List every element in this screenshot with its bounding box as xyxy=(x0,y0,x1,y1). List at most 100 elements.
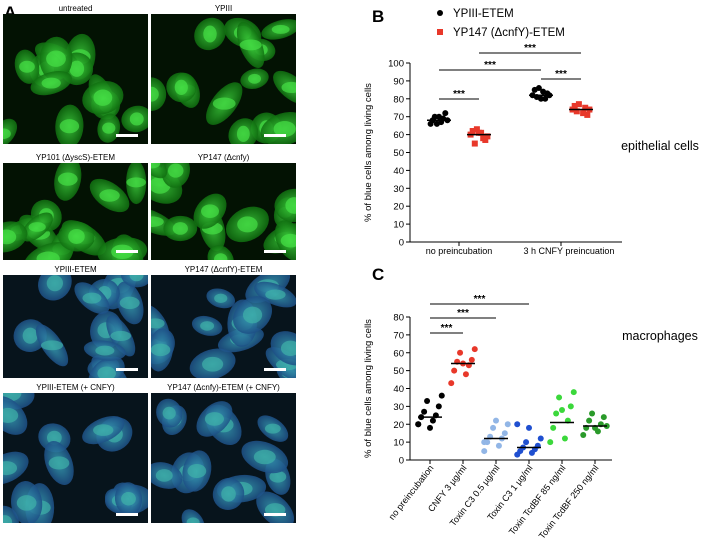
data-point xyxy=(561,435,568,442)
nucleus xyxy=(281,81,296,94)
nucleus xyxy=(110,330,132,341)
data-point xyxy=(469,128,476,135)
data-point xyxy=(490,424,497,431)
nucleus xyxy=(151,318,165,329)
significance-label: *** xyxy=(484,60,496,71)
nucleus xyxy=(214,293,228,304)
scale-bar xyxy=(264,250,286,253)
data-point xyxy=(481,448,488,455)
data-point xyxy=(542,95,549,102)
nucleus xyxy=(151,163,161,169)
data-point xyxy=(481,439,488,446)
nucleus xyxy=(121,491,136,506)
image-label: YPIII-ETEM (+ CNFY) xyxy=(36,383,115,392)
y-tick-label: 20 xyxy=(393,202,404,213)
nucleus xyxy=(41,77,61,89)
data-point xyxy=(438,392,445,399)
nucleus xyxy=(151,86,159,102)
y-tick-label: 80 xyxy=(393,94,404,105)
significance-label: *** xyxy=(524,43,536,54)
nucleus xyxy=(3,515,13,523)
nucleus xyxy=(93,89,113,106)
data-point xyxy=(535,85,542,92)
nucleus xyxy=(69,60,85,77)
x-tick-label: 3 h CNFY preincuation xyxy=(524,246,615,256)
nucleus xyxy=(265,289,286,300)
data-point xyxy=(553,410,560,417)
cells xyxy=(151,17,296,144)
x-tick-label: no preincubation xyxy=(387,463,436,522)
nucleus xyxy=(59,119,80,134)
nucleus xyxy=(202,356,224,372)
data-point xyxy=(482,136,489,143)
data-point xyxy=(476,129,482,136)
data-point xyxy=(580,431,587,438)
data-point xyxy=(473,126,480,133)
data-point xyxy=(526,424,532,431)
micrograph xyxy=(3,163,148,260)
y-tick-label: 40 xyxy=(393,384,404,395)
scale-bar xyxy=(116,513,138,516)
annotation: macrophages xyxy=(622,329,698,343)
image-label: YP147 (ΔcnfY)-ETEM xyxy=(185,265,263,274)
data-point xyxy=(471,346,478,353)
significance-label: *** xyxy=(474,294,486,305)
y-axis-title: % of blue cells among living cells xyxy=(363,319,374,458)
nucleus xyxy=(221,486,236,502)
nucleus xyxy=(22,327,38,344)
nucleus xyxy=(97,366,116,378)
image-label: YP101 (ΔyscS)-ETEM xyxy=(36,153,115,162)
y-tick-label: 70 xyxy=(393,330,404,341)
data-point xyxy=(582,104,589,111)
data-point xyxy=(550,424,557,431)
legend-marker xyxy=(437,10,443,16)
image-label: YP147 (Δcnfy)-ETEM (+ CNFY) xyxy=(167,383,280,392)
nucleus xyxy=(237,216,258,233)
nucleus xyxy=(212,97,236,110)
data-point xyxy=(451,367,458,374)
x-tick-label: Toxin TcdBF 85 ng/ml xyxy=(507,463,568,537)
y-tick-label: 50 xyxy=(393,148,404,159)
data-point xyxy=(431,113,438,120)
data-point xyxy=(435,403,442,410)
data-point xyxy=(547,439,554,446)
nucleus xyxy=(36,251,60,260)
nucleus xyxy=(271,24,290,34)
cells xyxy=(151,163,296,260)
y-tick-label: 80 xyxy=(393,313,404,324)
nucleus xyxy=(119,296,140,310)
micrograph xyxy=(151,393,296,523)
nucleus xyxy=(151,216,164,227)
data-point xyxy=(421,408,428,415)
data-point xyxy=(567,403,574,410)
nucleus xyxy=(264,423,281,434)
nucleus xyxy=(269,470,287,483)
nucleus xyxy=(68,228,85,244)
data-point xyxy=(493,417,499,424)
scale-bar xyxy=(264,513,286,516)
image-label: YP147 (Δcnfy) xyxy=(198,153,250,162)
data-point xyxy=(429,417,436,424)
nucleus xyxy=(46,430,62,445)
data-point xyxy=(571,102,578,109)
y-tick-label: 20 xyxy=(393,420,404,431)
data-point xyxy=(538,95,544,102)
nucleus xyxy=(99,189,120,202)
panel-label: B xyxy=(372,7,384,26)
scale-bar xyxy=(264,368,286,371)
y-tick-label: 0 xyxy=(399,238,404,249)
y-tick-label: 70 xyxy=(393,112,404,123)
nucleus xyxy=(186,517,200,523)
nucleus xyxy=(151,343,171,357)
y-tick-label: 30 xyxy=(393,184,404,195)
nucleus xyxy=(3,128,11,140)
nucleus xyxy=(285,197,296,214)
significance-label: *** xyxy=(555,69,567,80)
nucleus xyxy=(126,177,146,188)
nucleus xyxy=(102,122,116,134)
nucleus xyxy=(280,340,296,356)
x-tick-label: no preincubation xyxy=(426,246,493,256)
y-tick-label: 30 xyxy=(393,402,404,413)
